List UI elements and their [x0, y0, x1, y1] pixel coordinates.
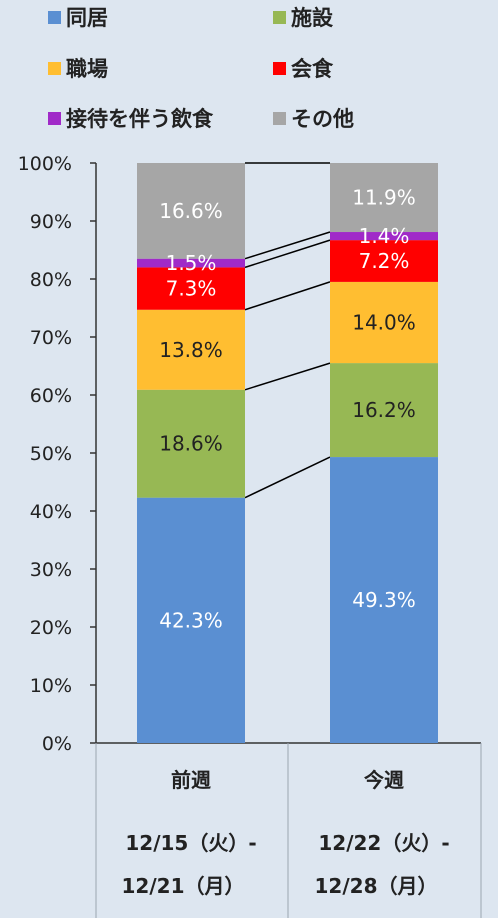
legend-label: その他	[291, 107, 354, 131]
x-tick-label-range-end-curr: 12/28（月）	[315, 874, 438, 898]
legend-item-workplace: 職場	[48, 53, 108, 83]
y-tick-label: 90%	[30, 211, 72, 233]
y-tick-label: 80%	[30, 269, 72, 291]
legend-item-hospitality-dining: 接待を伴う飲食	[48, 103, 213, 133]
data-label: 1.5%	[166, 251, 217, 275]
legend-swatch	[48, 10, 61, 24]
bar-segment	[330, 281, 438, 364]
bar-segment	[137, 309, 245, 390]
y-tick-label: 0%	[42, 733, 72, 755]
series-line	[244, 281, 331, 311]
bar-segment	[330, 232, 438, 241]
y-tick-label: 60%	[30, 385, 72, 407]
legend-item-facility: 施設	[273, 2, 333, 32]
bar-segment	[330, 240, 438, 282]
data-labels: 42.3% 18.6% 13.8% 7.3%1.5% 16.6% 49.3% 16.2% 14…	[159, 186, 416, 633]
x-tick-label-range-end-prev: 12/21（月）	[122, 874, 245, 898]
series-line	[244, 239, 331, 269]
legend-label: 会食	[291, 57, 333, 81]
data-label: 7.3%	[166, 277, 217, 301]
data-label: 49.3%	[352, 588, 416, 612]
bar-segment	[330, 163, 438, 233]
data-label: 1.4%	[359, 224, 410, 248]
legend: 同居 施設 職場 会食 接待を伴う飲食 その他	[0, 0, 498, 150]
series-line	[244, 362, 331, 391]
legend-label: 施設	[291, 6, 333, 30]
x-axis: 前週 12/15（火）- 12/21（月） 今週 12/22（火）- 12/28…	[122, 768, 450, 898]
bar-segment	[330, 363, 438, 458]
y-tick-label: 70%	[30, 327, 72, 349]
y-tick-label: 30%	[30, 559, 72, 581]
legend-swatch	[273, 111, 286, 125]
bar-segment	[330, 457, 438, 743]
bar-segment	[137, 497, 245, 743]
legend-item-other: その他	[273, 103, 354, 133]
bars	[137, 163, 438, 743]
legend-swatch	[273, 61, 286, 75]
bar-segment	[137, 267, 245, 310]
legend-label: 同居	[66, 6, 108, 30]
bar-segment	[137, 389, 245, 498]
data-label: 18.6%	[159, 432, 223, 456]
axes: 0% 10% 20% 30% 40% 50% 60% 70% 80% 90% 100%	[18, 153, 482, 918]
data-label: 42.3%	[159, 608, 223, 632]
x-tick-label-range-start-curr: 12/22（火）-	[318, 831, 449, 855]
y-tick-label: 50%	[30, 443, 72, 465]
series-line	[244, 456, 331, 499]
y-tick-label: 40%	[30, 501, 72, 523]
legend-swatch	[273, 10, 286, 24]
data-label: 16.6%	[159, 199, 223, 223]
y-tick-label: 20%	[30, 617, 72, 639]
bar-segment	[137, 163, 245, 259]
x-tick-label-week-prev: 前週	[171, 768, 211, 792]
data-label: 14.0%	[352, 311, 416, 335]
data-label: 11.9%	[352, 186, 416, 210]
legend-swatch	[48, 111, 61, 125]
legend-label: 接待を伴う飲食	[66, 107, 213, 131]
data-label: 13.8%	[159, 338, 223, 362]
legend-item-dining: 会食	[273, 53, 333, 83]
legend-label: 職場	[66, 57, 108, 81]
series-lines	[244, 162, 331, 499]
x-tick-label-range-start-prev: 12/15（火）-	[125, 831, 256, 855]
data-label: 16.2%	[352, 398, 416, 422]
data-label: 7.2%	[359, 249, 410, 273]
y-tick-label: 100%	[18, 153, 72, 175]
series-line	[244, 231, 331, 260]
legend-item-cohabitation: 同居	[48, 2, 108, 32]
x-tick-label-week-curr: 今週	[364, 768, 404, 792]
y-tick-label: 10%	[30, 675, 72, 697]
legend-swatch	[48, 61, 61, 75]
bar-segment	[137, 258, 245, 268]
